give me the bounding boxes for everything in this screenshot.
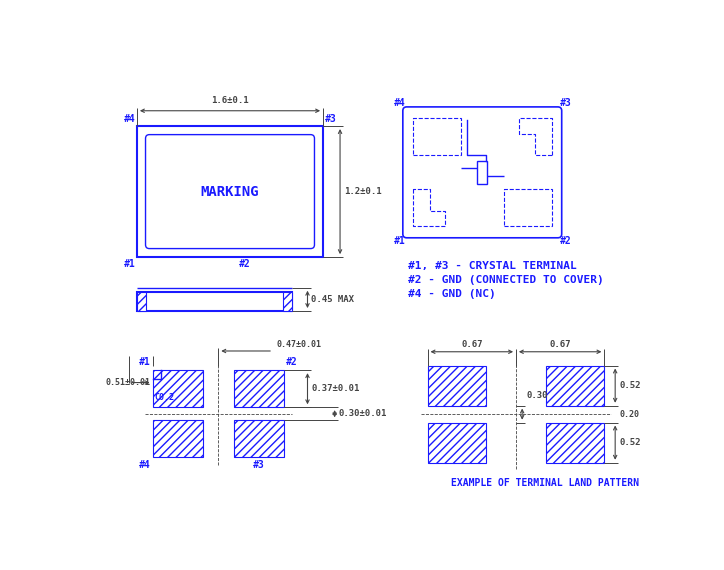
Text: C0.2: C0.2 [155,393,174,402]
Text: 0.67: 0.67 [550,340,571,349]
Bar [504,189,552,226]
Bar [234,370,285,407]
Bar [137,292,292,311]
Bar [428,422,486,463]
Text: 0.20: 0.20 [619,410,639,418]
Text: #1: #1 [139,357,151,367]
Text: #1: #1 [393,236,405,246]
Text: #4: #4 [139,461,151,470]
Text: #2: #2 [286,357,298,367]
Text: MARKING: MARKING [201,185,259,198]
Text: 0.52: 0.52 [619,438,641,447]
Text: #3: #3 [560,99,571,108]
Bar [153,420,203,457]
Text: 0.37±0.01: 0.37±0.01 [311,384,360,393]
Text: 0.30±0.01: 0.30±0.01 [339,409,387,418]
Text: 0.47±0.01: 0.47±0.01 [276,340,321,349]
Text: 1.6±0.1: 1.6±0.1 [211,96,249,105]
Bar [284,292,292,311]
Text: #1: #1 [124,259,135,270]
Text: #3: #3 [324,114,337,124]
Text: #1, #3 - CRYSTAL TERMINAL: #1, #3 - CRYSTAL TERMINAL [408,261,577,271]
Text: #4 - GND (NC): #4 - GND (NC) [408,288,496,299]
Bar [428,365,486,406]
Text: #3: #3 [253,461,265,470]
Text: 0.52: 0.52 [619,381,641,390]
Text: 0.67: 0.67 [461,340,483,349]
Text: #4: #4 [124,114,135,124]
Text: #2: #2 [560,236,571,246]
Text: 0.30: 0.30 [526,390,547,400]
Text: 0.51±0.01: 0.51±0.01 [106,378,151,387]
Bar [546,365,605,406]
FancyBboxPatch shape [403,107,562,238]
Text: #2: #2 [240,259,251,270]
FancyBboxPatch shape [146,135,314,249]
Bar [137,292,146,311]
Bar [546,422,605,463]
Bar [413,119,461,156]
Bar [234,420,285,457]
Text: #2 - GND (CONNECTED TO COVER): #2 - GND (CONNECTED TO COVER) [408,275,604,285]
Text: 1.2±0.1: 1.2±0.1 [344,187,382,196]
Text: 0.45 MAX: 0.45 MAX [311,295,354,304]
Text: #4: #4 [393,99,405,108]
Bar [477,161,487,184]
Bar [153,370,203,407]
Bar [137,126,323,257]
Text: EXAMPLE OF TERMINAL LAND PATTERN: EXAMPLE OF TERMINAL LAND PATTERN [451,478,639,488]
